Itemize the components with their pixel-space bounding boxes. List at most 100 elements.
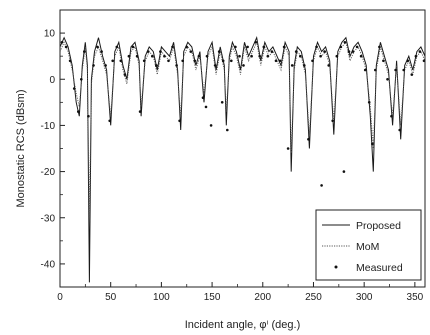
measured-point	[238, 54, 241, 58]
x-axis-label: Incident angle, φⁱ (deg.)	[185, 319, 301, 331]
measured-point	[410, 73, 414, 76]
measured-point	[343, 41, 347, 44]
measured-point	[131, 45, 135, 49]
measured-point	[163, 54, 166, 58]
series-line-proposed	[59, 36, 426, 283]
measured-point	[226, 128, 229, 132]
measured-point	[87, 114, 90, 118]
measured-point	[303, 64, 306, 67]
legend-box	[315, 209, 422, 281]
measured-point	[80, 78, 83, 81]
measured-point	[197, 54, 201, 58]
measured-point	[363, 68, 367, 72]
measured-point	[262, 45, 266, 49]
measured-point	[390, 114, 393, 118]
measured-point	[339, 45, 343, 49]
measured-point	[402, 68, 406, 72]
x-tick-label: 300	[356, 292, 373, 303]
series-line-mom	[59, 40, 426, 218]
x-tick-label: 250	[305, 292, 322, 303]
measured-point	[282, 45, 286, 49]
measured-point	[234, 45, 237, 49]
measured-point	[221, 59, 225, 63]
measured-point	[270, 50, 274, 53]
measured-point	[378, 45, 381, 49]
measured-point	[335, 54, 339, 58]
measured-point	[159, 50, 162, 53]
measured-point	[213, 64, 217, 67]
measured-point	[83, 50, 86, 53]
measured-point	[367, 101, 371, 104]
measured-point	[68, 59, 72, 63]
measured-point	[111, 59, 114, 63]
measured-point	[204, 105, 208, 109]
x-tick-label: 0	[57, 292, 63, 303]
x-tick-label: 150	[204, 292, 221, 303]
measured-point	[138, 110, 142, 113]
measured-point	[355, 45, 359, 49]
measured-point	[185, 45, 188, 49]
measured-point	[319, 54, 322, 58]
measured-point	[418, 50, 422, 53]
measured-point	[254, 41, 257, 44]
measured-point	[135, 54, 139, 58]
measured-point	[290, 64, 294, 67]
measured-point	[127, 54, 131, 58]
legend-label-proposed: Proposed	[356, 220, 401, 232]
measured-point	[60, 41, 64, 44]
measured-point	[327, 64, 331, 67]
series-measured	[60, 41, 426, 187]
measured-point	[142, 59, 146, 63]
measured-point	[181, 59, 184, 63]
y-tick-label: 0	[49, 75, 55, 86]
measured-point	[414, 54, 418, 58]
y-axis-label: Monostatic RCS (dBsm)	[15, 90, 27, 208]
measured-point	[201, 96, 205, 99]
x-tick-label: 200	[254, 292, 271, 303]
x-tick-label: 50	[105, 292, 117, 303]
legend-marker-measured	[334, 265, 338, 269]
x-tick-label: 350	[407, 292, 424, 303]
measured-point	[242, 64, 245, 67]
measured-point	[100, 50, 103, 53]
measured-point	[307, 138, 310, 141]
measured-point	[315, 45, 318, 49]
measured-point	[167, 59, 170, 63]
measured-point	[359, 54, 363, 58]
measured-point	[371, 142, 374, 146]
measured-point	[266, 54, 270, 58]
measured-point	[220, 101, 224, 104]
measured-point	[96, 45, 99, 49]
measured-point	[258, 54, 262, 58]
measured-point	[151, 54, 154, 58]
measured-point	[64, 45, 68, 49]
measured-point	[119, 59, 123, 63]
measured-point	[108, 119, 111, 123]
measured-point	[193, 59, 197, 63]
y-tick-label: -30	[41, 213, 56, 224]
y-tick-label: -40	[41, 259, 56, 270]
x-tick-label: 100	[153, 292, 170, 303]
measured-point	[115, 45, 119, 49]
measured-point	[171, 45, 174, 49]
measured-point	[123, 73, 127, 76]
measured-point	[299, 54, 302, 58]
measured-point	[286, 147, 290, 150]
measured-point	[323, 50, 326, 53]
measured-point	[386, 78, 389, 81]
measured-point	[189, 50, 193, 53]
measured-point	[406, 59, 410, 63]
measured-point	[278, 59, 282, 63]
plot-area	[59, 36, 426, 283]
measured-point	[382, 59, 385, 63]
measured-point	[230, 59, 233, 63]
measured-point	[72, 87, 76, 90]
measured-point	[331, 119, 335, 123]
measured-point	[146, 50, 150, 53]
y-tick-label: 10	[44, 29, 56, 40]
measured-point	[250, 54, 253, 58]
y-tick-label: -20	[41, 167, 56, 178]
measured-point	[217, 50, 221, 53]
measured-point	[209, 124, 213, 127]
